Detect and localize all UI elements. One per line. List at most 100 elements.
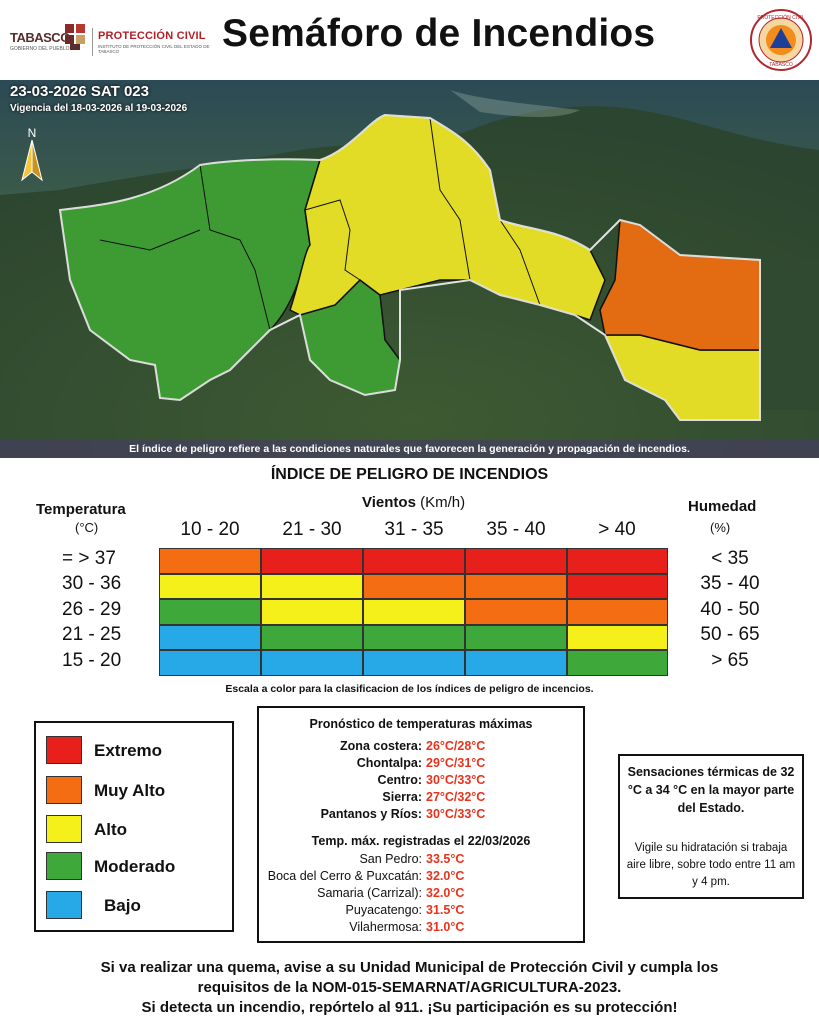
legend-label: Moderado [94,857,176,876]
legend-swatch [46,776,82,804]
station-name: Boca del Cerro & Puxcatán: [267,869,422,883]
danger-cell-blue [261,650,363,676]
zone-temperature: 30°C/33°C [426,807,486,821]
danger-cell-yellow [363,599,465,625]
tabasco-logo-text: TABASCO [10,30,70,45]
recorded-station-row: San Pedro: 33.5°C [259,852,583,869]
winds-header-label: Vientos [362,494,416,511]
danger-cell-blue [159,650,261,676]
humidity-row-label: < 35 [711,548,749,569]
danger-cell-blue [159,624,261,650]
danger-cell-green [261,624,363,650]
humidity-row-label: 35 - 40 [700,573,760,594]
forecast-zone-row: Sierra: 27°C/32°C [259,790,583,807]
legend-item-moderado: Moderado [46,852,226,882]
footer-line: Si va realizar una quema, avise a su Uni… [100,959,719,976]
station-name: Vilahermosa: [349,920,422,934]
temperature-row-label: 26 - 29 [62,599,122,620]
wind-column-header: 35 - 40 [486,519,546,540]
legend-label: Extremo [94,741,163,760]
legend-label: Alto [94,820,128,839]
zone-name: Sierra: [382,790,422,804]
station-temperature: 31.5°C [426,903,465,917]
winds-header: Vientos (Km/h) [362,494,465,511]
danger-cell-orange [465,573,567,599]
legend-swatch [46,736,82,764]
forecast-title: Pronóstico de temperaturas máximas [309,717,533,731]
tabasco-emblem-icon [65,24,85,50]
legend-swatch [46,891,82,919]
municipal-boundary [99,229,201,251]
legend-label: Bajo [104,896,141,915]
temperature-row-label: 30 - 36 [62,573,122,594]
humidity-row-label: 40 - 50 [700,599,760,620]
legend-item-muy-alto: Muy Alto [46,776,226,806]
footer-message: Si va realizar una quema, avise a su Uni… [0,958,819,1018]
station-name: Puyacatengo: [345,903,422,917]
legend-item-bajo: Bajo [46,891,226,921]
bulletin-date-code: 23-03-2026 SAT 023 [10,83,149,100]
zone-temperature: 30°C/33°C [426,773,486,787]
logo-divider [92,28,93,56]
page-title: Semáforo de Incendios [222,12,656,55]
temperature-forecast-box: Pronóstico de temperaturas máximas Zona … [257,706,585,943]
danger-cell-orange [363,573,465,599]
recorded-station-row: Puyacatengo: 31.5°C [259,903,583,920]
svg-text:PROTECCIÓN CIVIL: PROTECCIÓN CIVIL [757,14,804,21]
station-temperature: 32.0°C [426,886,465,900]
legend-item-extremo: Extremo [46,736,226,766]
svg-text:TABASCO: TABASCO [769,62,793,68]
zone-temperature: 26°C/28°C [426,739,486,753]
zone-temperature: 27°C/32°C [426,790,486,804]
municipal-boundary [499,219,541,306]
danger-cell-green [465,624,567,650]
north-label: N [28,126,37,140]
recorded-station-row: Samaria (Carrizal): 32.0°C [259,886,583,903]
footer-line: Si detecta un incendio, repórtelo al 911… [141,999,678,1016]
humidity-header: Humedad [688,498,757,515]
forecast-zone-row: Chontalpa: 29°C/31°C [259,756,583,773]
danger-cell-yellow [159,573,261,599]
forecast-zone-row: Centro: 30°C/33°C [259,773,583,790]
danger-cell-green [159,599,261,625]
legend-label: Muy Alto [94,781,166,800]
index-title: ÍNDICE DE PELIGRO DE INCENDIOS [270,466,549,483]
danger-cell-blue [363,650,465,676]
zone-name: Chontalpa: [356,756,422,770]
thermal-sensation-title: Sensaciones térmicas de 32 °C a 34 °C en… [627,765,795,815]
danger-cell-red [465,548,567,574]
wind-column-header: 21 - 30 [282,519,342,540]
wind-column-header: 10 - 20 [180,519,240,540]
footer-line: requisitos de la NOM-015-SEMARNAT/AGRICU… [197,979,622,996]
humidity-row-label: 50 - 65 [700,624,760,645]
state-outline [58,113,761,421]
danger-cell-yellow [567,624,668,650]
municipal-boundary [199,164,271,331]
wind-column-header: > 40 [598,519,636,540]
recorded-station-row: Boca del Cerro & Puxcatán: 32.0°C [259,869,583,886]
temperature-row-label: 15 - 20 [62,650,122,671]
thermal-sensation-box: Sensaciones térmicas de 32 °C a 34 °C en… [618,754,804,899]
thermal-sensation-advice: Vigile su hidratación si trabaja aire li… [626,842,796,888]
forecast-zone-row: Zona costera: 26°C/28°C [259,739,583,756]
danger-cell-red [567,573,668,599]
temperature-row-label: 21 - 25 [62,624,122,645]
station-temperature: 31.0°C [426,920,465,934]
danger-cell-orange [465,599,567,625]
forecast-zone-row: Pantanos y Ríos: 30°C/33°C [259,807,583,824]
tabasco-logo: TABASCO GOBIERNO DEL PUEBLO [10,30,90,56]
proteccion-civil-logo-subtext: INSTITUTO DE PROTECCIÓN CIVIL DEL ESTADO… [98,44,210,54]
legend-swatch [46,852,82,880]
station-name: Samaria (Carrizal): [317,886,422,900]
proteccion-civil-logo: PROTECCIÓN CIVIL INSTITUTO DE PROTECCIÓN… [98,30,218,54]
legend-swatch [46,815,82,843]
temperature-row-label: = > 37 [62,548,116,569]
wind-column-header: 31 - 35 [384,519,444,540]
recorded-temperatures-title: Temp. máx. registradas el 22/03/2026 [311,834,531,848]
lagoon [450,90,580,117]
scale-note: Escala a color para la clasificacion de … [225,683,594,695]
danger-cell-yellow [261,573,363,599]
temperature-unit: (°C) [75,520,99,535]
proteccion-civil-logo-text: PROTECCIÓN CIVIL [98,30,206,42]
header: TABASCO GOBIERNO DEL PUEBLO PROTECCIÓN C… [0,0,819,80]
